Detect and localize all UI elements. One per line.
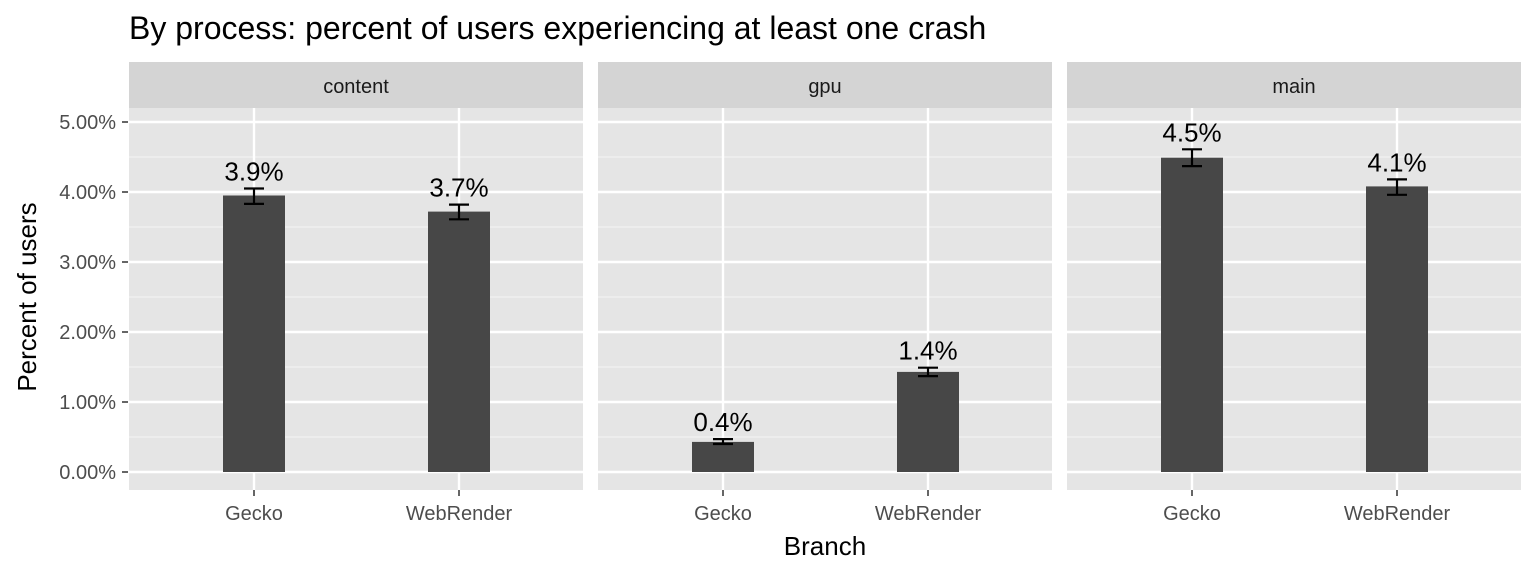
error-bar — [918, 366, 938, 378]
data-label: 4.1% — [1367, 147, 1426, 177]
y-tick-label: 1.00% — [59, 392, 116, 414]
bar-gpu-WebRender — [897, 371, 959, 472]
bar-main-Gecko — [1161, 157, 1223, 472]
bar-content-Gecko — [223, 195, 285, 472]
error-bar — [449, 203, 469, 221]
error-bar — [244, 187, 264, 205]
data-label: 4.5% — [1162, 117, 1221, 147]
bar-main-WebRender — [1366, 186, 1428, 472]
data-label: 1.4% — [898, 336, 957, 366]
x-tick-label: Gecko — [225, 503, 283, 525]
facet-panels: content 3.9% Gecko 3.7% WebRender gpu 0.4% Geck… — [129, 62, 1521, 525]
chart-title: By process: percent of users experiencin… — [129, 10, 986, 46]
y-tick-label: 5.00% — [59, 112, 116, 134]
data-label: 3.9% — [224, 157, 283, 187]
x-tick-label: Gecko — [694, 503, 752, 525]
y-tick-label: 0.00% — [59, 462, 116, 484]
facet-strip-label: gpu — [808, 76, 841, 98]
y-axis: 0.00% 1.00% 2.00% 3.00% 4.00% 5.00% — [59, 112, 128, 484]
facet-strip-label: main — [1272, 76, 1315, 98]
x-axis-title: Branch — [784, 531, 866, 561]
y-axis-title: Percent of users — [12, 202, 42, 391]
x-tick-label: WebRender — [1344, 503, 1451, 525]
x-tick-label: Gecko — [1163, 503, 1221, 525]
facet-main: main 4.5% Gecko 4.1% WebRender — [1067, 62, 1521, 525]
y-tick-label: 2.00% — [59, 322, 116, 344]
x-tick-label: WebRender — [406, 503, 513, 525]
panel-background — [598, 108, 1052, 490]
bar-content-WebRender — [428, 211, 490, 472]
error-bar — [713, 438, 733, 446]
data-label: 0.4% — [693, 407, 752, 437]
facet-content: content 3.9% Gecko 3.7% WebRender — [129, 62, 583, 525]
facet-strip — [1067, 62, 1521, 108]
x-tick-label: WebRender — [875, 503, 982, 525]
panel-background — [1067, 108, 1521, 490]
data-label: 3.7% — [429, 173, 488, 203]
facet-gpu: gpu 0.4% Gecko 1.4% WebRender — [598, 62, 1052, 525]
bar-gpu-Gecko — [692, 441, 754, 472]
facet-strip-label: content — [323, 76, 389, 98]
facet-strip — [129, 62, 583, 108]
error-bar — [1182, 148, 1202, 168]
y-tick-label: 4.00% — [59, 182, 116, 204]
y-tick-label: 3.00% — [59, 252, 116, 274]
facet-strip — [598, 62, 1052, 108]
error-bar — [1387, 178, 1407, 196]
panel-background — [129, 108, 583, 490]
